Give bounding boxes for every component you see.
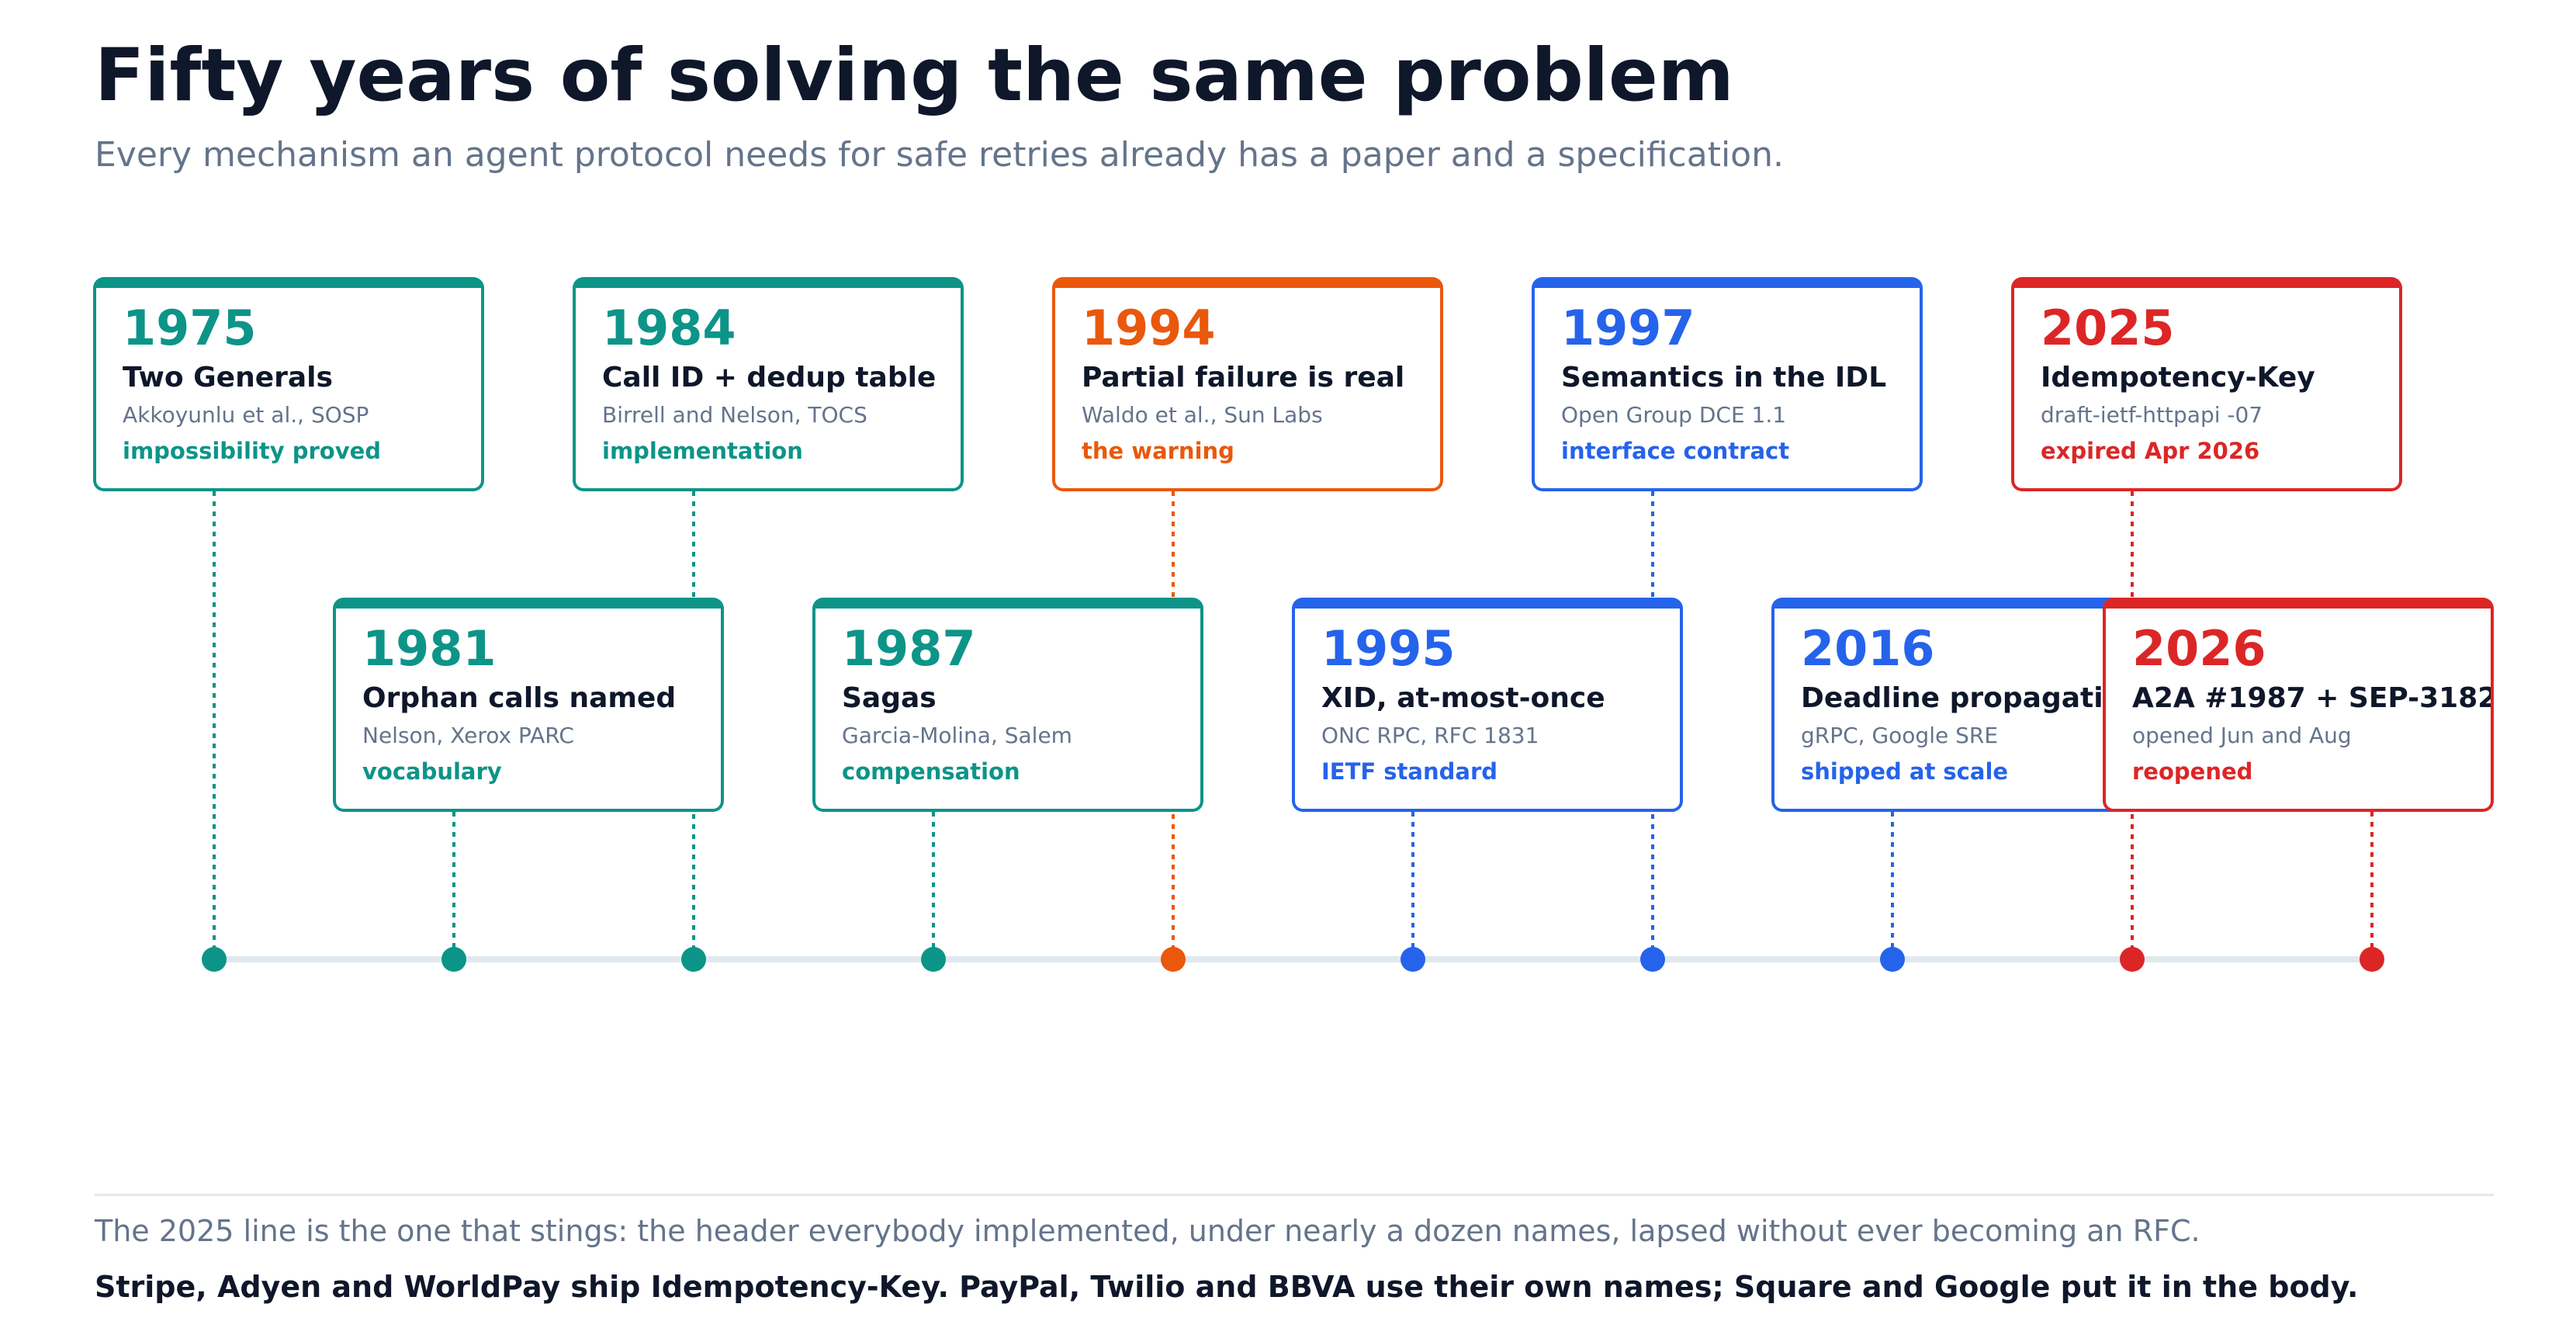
page-title: Fifty years of solving the same problem <box>95 33 1734 118</box>
event-tag: reopened <box>2132 758 2253 785</box>
event-year: 1984 <box>602 300 736 356</box>
event-tag: IETF standard <box>1321 758 1498 785</box>
footer-note: The 2025 line is the one that stings: th… <box>95 1214 2200 1248</box>
event-tag: the warning <box>1082 437 1234 464</box>
event-tag: impossibility proved <box>123 437 382 464</box>
timeline-marker-1994 <box>1161 947 1186 972</box>
event-source: Garcia-Molina, Salem <box>842 723 1072 749</box>
event-year: 1997 <box>1561 300 1695 356</box>
event-year: 2026 <box>2132 620 2266 677</box>
event-source: opened Jun and Aug <box>2132 723 2352 749</box>
event-source: gRPC, Google SRE <box>1801 723 1999 749</box>
event-source: Nelson, Xerox PARC <box>362 723 574 749</box>
event-source: draft-ietf-httpapi -07 <box>2041 402 2263 428</box>
event-source: ONC RPC, RFC 1831 <box>1321 723 1539 749</box>
event-source: Waldo et al., Sun Labs <box>1082 402 1323 428</box>
event-tag: shipped at scale <box>1801 758 2009 785</box>
event-year: 2025 <box>2041 300 2175 356</box>
event-year: 1975 <box>123 300 257 356</box>
event-title: Orphan calls named <box>362 682 677 715</box>
event-title: Two Generals <box>123 362 333 394</box>
event-card-1981: 1981 Orphan calls named Nelson, Xerox PARC… <box>333 598 724 812</box>
event-title: Sagas <box>842 682 937 715</box>
event-year: 1995 <box>1321 620 1456 677</box>
event-card-2026: 2026 A2A #1987 + SEP-3182 opened Jun and A… <box>2103 598 2494 812</box>
event-source: Open Group DCE 1.1 <box>1561 402 1787 428</box>
event-year: 2016 <box>1801 620 1935 677</box>
footer-divider <box>95 1194 2494 1196</box>
event-year: 1987 <box>842 620 976 677</box>
event-title: Partial failure is real <box>1082 362 1405 394</box>
event-card-1994: 1994 Partial failure is real Waldo et al.,… <box>1052 277 1443 491</box>
event-tag: implementation <box>602 437 803 464</box>
event-source: Birrell and Nelson, TOCS <box>602 402 867 428</box>
event-title: Call ID + dedup table <box>602 362 937 394</box>
timeline-marker-1975 <box>202 947 227 972</box>
event-card-2016: 2016 Deadline propagation gRPC, Google SRE… <box>1771 598 2162 812</box>
timeline-marker-1984 <box>681 947 706 972</box>
event-year: 1994 <box>1082 300 1216 356</box>
timeline-marker-1995 <box>1401 947 1425 972</box>
event-title: XID, at-most-once <box>1321 682 1605 715</box>
event-card-1987: 1987 Sagas Garcia-Molina, Salem compensatio… <box>812 598 1203 812</box>
event-title: A2A #1987 + SEP-3182 <box>2132 682 2494 715</box>
event-card-1975: 1975 Two Generals Akkoyunlu et al., SOSP im… <box>93 277 484 491</box>
timeline-marker-2026 <box>2360 947 2384 972</box>
event-source: Akkoyunlu et al., SOSP <box>123 402 369 428</box>
event-year: 1981 <box>362 620 497 677</box>
timeline-marker-1987 <box>921 947 946 972</box>
page-subtitle: Every mechanism an agent protocol needs … <box>95 135 1784 175</box>
event-tag: vocabulary <box>362 758 502 785</box>
event-title: Semantics in the IDL <box>1561 362 1887 394</box>
event-card-2025: 2025 Idempotency-Key draft-ietf-httpapi -0… <box>2011 277 2402 491</box>
event-card-1997: 1997 Semantics in the IDL Open Group DCE 1… <box>1532 277 1923 491</box>
event-title: Idempotency-Key <box>2041 362 2315 394</box>
timeline-marker-1981 <box>441 947 466 972</box>
event-tag: expired Apr 2026 <box>2041 437 2260 464</box>
event-card-1995: 1995 XID, at-most-once ONC RPC, RFC 1831 IE… <box>1292 598 1683 812</box>
event-tag: interface contract <box>1561 437 1790 464</box>
event-tag: compensation <box>842 758 1020 785</box>
timeline-marker-2016 <box>1880 947 1905 972</box>
footer-emphasis: Stripe, Adyen and WorldPay ship Idempote… <box>95 1270 2359 1304</box>
timeline-marker-1997 <box>1640 947 1665 972</box>
event-title: Deadline propagation <box>1801 682 2142 715</box>
event-card-1984: 1984 Call ID + dedup table Birrell and Nel… <box>573 277 964 491</box>
timeline-marker-2025 <box>2120 947 2145 972</box>
